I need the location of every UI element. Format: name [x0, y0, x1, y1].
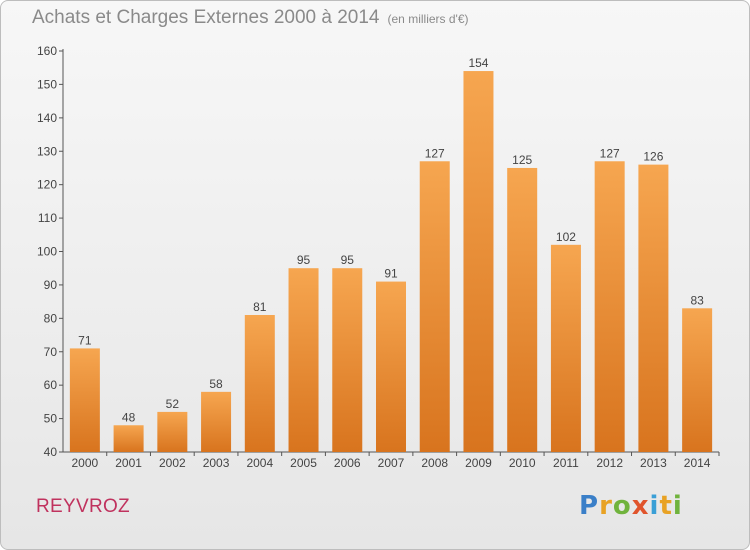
data-label: 127	[600, 146, 620, 160]
logo-letter: r	[599, 491, 613, 521]
chart-subtitle: (en milliers d'€)	[387, 12, 469, 26]
data-label: 95	[341, 253, 355, 267]
data-label: 154	[468, 56, 488, 70]
y-tick-label: 120	[37, 178, 57, 192]
x-tick-label: 2011	[553, 456, 579, 470]
data-label: 83	[690, 293, 704, 307]
y-tick-label: 160	[37, 44, 57, 58]
y-tick-label: 60	[44, 378, 58, 392]
bar	[682, 308, 713, 452]
y-tick-label: 90	[44, 278, 58, 292]
x-tick-label: 2004	[246, 456, 273, 470]
data-label: 71	[78, 333, 92, 347]
bar	[332, 268, 363, 452]
chart-title-text: Achats et Charges Externes 2000 à 2014	[32, 7, 380, 28]
data-label: 127	[425, 146, 445, 160]
bar	[463, 71, 494, 453]
x-tick-label: 2014	[684, 456, 711, 470]
x-tick-label: 2006	[334, 456, 361, 470]
x-tick-label: 2013	[640, 456, 667, 470]
y-tick-label: 80	[44, 311, 58, 325]
x-tick-label: 2000	[72, 456, 99, 470]
bar	[157, 411, 188, 452]
x-tick-label: 2005	[290, 456, 317, 470]
bar	[507, 167, 538, 453]
logo-letter: x	[631, 491, 650, 521]
x-tick-label: 2008	[421, 456, 448, 470]
chart-labels: 2000 71 2001 48 2002 52 2003 58 2004 81 2005 95 2006…	[72, 56, 711, 470]
data-label: 126	[643, 150, 663, 164]
proxiti-logo[interactable]: Proxiti	[579, 491, 683, 521]
bar	[113, 425, 144, 452]
x-tick-label: 2009	[465, 456, 492, 470]
bar	[550, 244, 581, 452]
y-tick-label: 50	[44, 412, 58, 426]
chart-bars	[69, 71, 713, 453]
x-tick-label: 2003	[203, 456, 230, 470]
bar	[201, 391, 232, 452]
x-tick-label: 2002	[159, 456, 186, 470]
y-tick-label: 130	[37, 144, 57, 158]
data-label: 91	[384, 267, 398, 281]
commune-name: REYVROZ	[36, 496, 130, 517]
bar	[376, 281, 406, 452]
y-tick-label: 70	[44, 345, 58, 359]
x-tick-label: 2001	[115, 456, 142, 470]
data-label: 48	[122, 410, 136, 424]
bar	[419, 161, 450, 452]
logo-letter: t	[659, 491, 673, 521]
chart-title: Achats et Charges Externes 2000 à 2014 (e…	[32, 7, 469, 29]
data-label: 58	[209, 377, 223, 391]
x-tick-label: 2012	[596, 456, 623, 470]
data-label: 52	[166, 397, 180, 411]
logo-letter: o	[612, 491, 632, 521]
data-label: 81	[253, 300, 267, 314]
bar	[288, 268, 319, 452]
bar	[244, 314, 275, 452]
y-tick-label: 110	[38, 211, 57, 225]
data-label: 125	[512, 153, 532, 167]
logo-letter: i	[672, 491, 683, 521]
y-tick-label: 150	[37, 77, 57, 91]
data-label: 95	[297, 253, 311, 267]
y-tick-label: 100	[37, 245, 57, 259]
logo-letter: P	[579, 491, 600, 521]
bar	[69, 348, 100, 452]
x-tick-label: 2007	[378, 456, 405, 470]
x-tick-label: 2010	[509, 456, 536, 470]
bar	[594, 161, 625, 452]
bar	[638, 164, 669, 452]
y-tick-label: 40	[44, 445, 58, 459]
y-tick-label: 140	[37, 111, 57, 125]
data-label: 102	[556, 230, 576, 244]
logo-letter: i	[649, 491, 660, 521]
